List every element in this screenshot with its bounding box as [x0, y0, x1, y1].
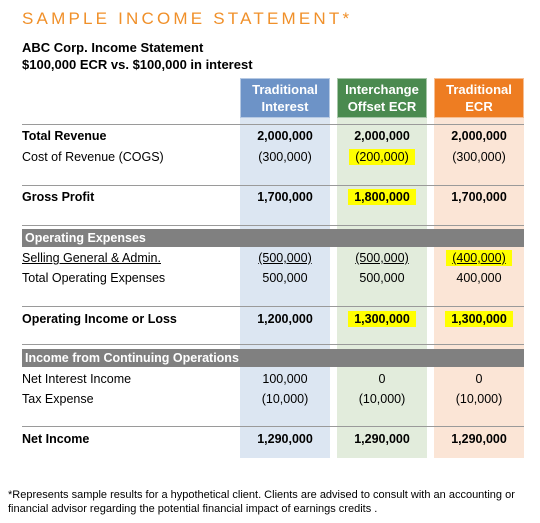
page-title: SAMPLE INCOME STATEMENT* — [22, 9, 353, 28]
row-tax-expense: Tax Expense (10,000) (10,000) (10,000) — [0, 390, 540, 408]
value-traditional-ecr: 1,700,000 — [451, 190, 507, 204]
value-interchange-offset-ecr: 2,000,000 — [354, 129, 410, 143]
value-traditional-interest: (300,000) — [258, 150, 312, 164]
row-label: Operating Income or Loss — [22, 312, 177, 326]
value-interchange-offset-ecr: 500,000 — [359, 271, 405, 285]
row-gross-profit: Gross Profit 1,700,000 1,800,000 1,700,0… — [0, 188, 540, 206]
value-traditional-interest: 500,000 — [262, 271, 308, 285]
column-header-traditional-ecr: Traditional ECR — [434, 78, 524, 118]
section-continuing-operations: Income from Continuing Operations — [22, 349, 524, 367]
divider — [22, 344, 524, 345]
row-label: Net Interest Income — [22, 372, 132, 386]
value-interchange-offset-ecr: 1,290,000 — [354, 432, 410, 446]
value-interchange-offset-ecr: (10,000) — [358, 392, 406, 406]
column-background-interchange-offset-ecr — [337, 118, 427, 458]
statement-title: ABC Corp. Income Statement — [22, 40, 204, 55]
value-traditional-ecr: (10,000) — [455, 392, 503, 406]
row-label: Gross Profit — [22, 190, 95, 204]
divider — [22, 185, 524, 186]
value-traditional-ecr: 1,290,000 — [451, 432, 507, 446]
value-traditional-ecr: 0 — [475, 372, 483, 386]
value-traditional-interest: 1,700,000 — [257, 190, 313, 204]
divider — [22, 124, 524, 125]
row-label: Total Revenue — [22, 129, 107, 143]
column-header-line1: Interchange — [345, 82, 419, 97]
column-header-interchange-offset-ecr: Interchange Offset ECR — [337, 78, 427, 118]
divider — [22, 306, 524, 307]
row-label: Tax Expense — [22, 392, 94, 406]
row-label: Selling General & Admin. — [22, 251, 161, 265]
value-traditional-interest: 2,000,000 — [257, 129, 313, 143]
value-traditional-interest: 1,200,000 — [257, 312, 313, 326]
row-label: Cost of Revenue (COGS) — [22, 150, 164, 164]
value-traditional-interest: (500,000) — [258, 251, 312, 265]
column-header-line1: Traditional — [252, 82, 318, 97]
value-interchange-offset-ecr: 0 — [378, 372, 386, 386]
section-operating-expenses: Operating Expenses — [22, 229, 524, 247]
value-traditional-ecr: 2,000,000 — [451, 129, 507, 143]
value-interchange-offset-ecr: (200,000) — [349, 149, 415, 165]
footnote: *Represents sample results for a hypothe… — [8, 489, 515, 515]
row-sga: Selling General & Admin. (500,000) (500,… — [0, 249, 540, 267]
row-net-income: Net Income 1,290,000 1,290,000 1,290,000 — [0, 430, 540, 448]
value-traditional-ecr: 1,300,000 — [445, 311, 513, 327]
value-interchange-offset-ecr: (500,000) — [355, 251, 409, 265]
value-traditional-interest: 100,000 — [262, 372, 308, 386]
column-header-traditional-interest: Traditional Interest — [240, 78, 330, 118]
column-background-traditional-interest — [240, 118, 330, 458]
value-traditional-ecr: 400,000 — [456, 271, 502, 285]
row-label: Net Income — [22, 432, 90, 446]
value-traditional-interest: (10,000) — [261, 392, 309, 406]
column-header-line2: ECR — [465, 99, 493, 114]
row-operating-income: Operating Income or Loss 1,200,000 1,300… — [0, 310, 540, 328]
row-label: Total Operating Expenses — [22, 271, 166, 285]
column-header-line2: Offset ECR — [347, 99, 417, 114]
row-total-revenue: Total Revenue 2,000,000 2,000,000 2,000,… — [0, 127, 540, 145]
divider — [22, 225, 524, 226]
column-background-traditional-ecr — [434, 118, 524, 458]
row-net-interest-income: Net Interest Income 100,000 0 0 — [0, 370, 540, 388]
column-header-line2: Interest — [261, 99, 309, 114]
row-total-opex: Total Operating Expenses 500,000 500,000… — [0, 269, 540, 287]
column-header-line1: Traditional — [446, 82, 512, 97]
value-traditional-interest: 1,290,000 — [257, 432, 313, 446]
row-cogs: Cost of Revenue (COGS) (300,000) (200,00… — [0, 148, 540, 166]
value-interchange-offset-ecr: 1,300,000 — [348, 311, 416, 327]
value-traditional-ecr: (300,000) — [452, 150, 506, 164]
divider — [22, 426, 524, 427]
value-traditional-ecr: (400,000) — [446, 250, 512, 266]
statement-subtitle: $100,000 ECR vs. $100,000 in interest — [22, 57, 253, 72]
value-interchange-offset-ecr: 1,800,000 — [348, 189, 416, 205]
